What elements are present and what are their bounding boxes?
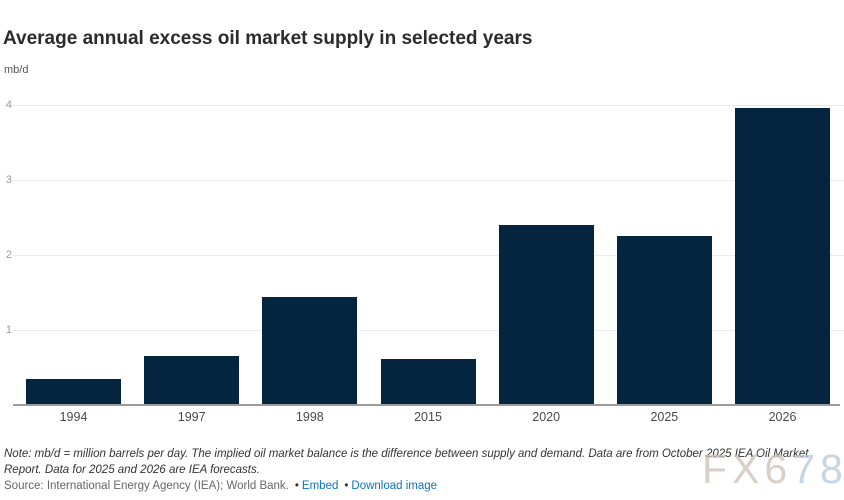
bullet-separator: • <box>344 480 349 492</box>
gridline-3 <box>13 180 844 181</box>
bar-1994 <box>26 378 121 405</box>
bar-1998 <box>262 297 358 405</box>
gridline-2 <box>13 255 844 256</box>
gridline-1 <box>13 330 844 331</box>
download-image-link[interactable]: Download image <box>351 480 438 492</box>
bar-2026 <box>735 108 831 405</box>
source-text: Source: International Energy Agency (IEA… <box>4 480 289 492</box>
y-tick-label-2: 2 <box>5 249 12 261</box>
x-tick-label-1998: 1998 <box>295 410 324 424</box>
bar-2015 <box>380 358 476 405</box>
x-tick-label-2025: 2025 <box>650 410 679 424</box>
gridline-4 <box>13 105 844 106</box>
source-line: Source: International Energy Agency (IEA… <box>4 480 437 492</box>
chart-note: Note: mb/d = million barrels per day. Th… <box>4 448 809 476</box>
x-tick-label-2020: 2020 <box>532 410 561 424</box>
x-tick-label-1994: 1994 <box>59 410 88 424</box>
x-tick-label-1997: 1997 <box>177 410 206 424</box>
y-tick-label-1: 1 <box>5 324 12 336</box>
x-tick-label-2026: 2026 <box>768 410 797 424</box>
embed-link[interactable]: Embed <box>301 480 339 492</box>
bullet-separator: • <box>294 480 299 492</box>
y-tick-label-4: 4 <box>5 99 12 111</box>
x-axis-line <box>13 404 840 406</box>
bar-1997 <box>144 355 240 405</box>
bar-2020 <box>498 225 594 405</box>
chart-title: Average annual excess oil market supply … <box>3 28 533 49</box>
x-tick-label-2015: 2015 <box>414 410 442 424</box>
y-tick-label-3: 3 <box>5 174 12 186</box>
bar-2025 <box>616 235 712 405</box>
y-axis-unit-label: mb/d <box>4 64 29 76</box>
